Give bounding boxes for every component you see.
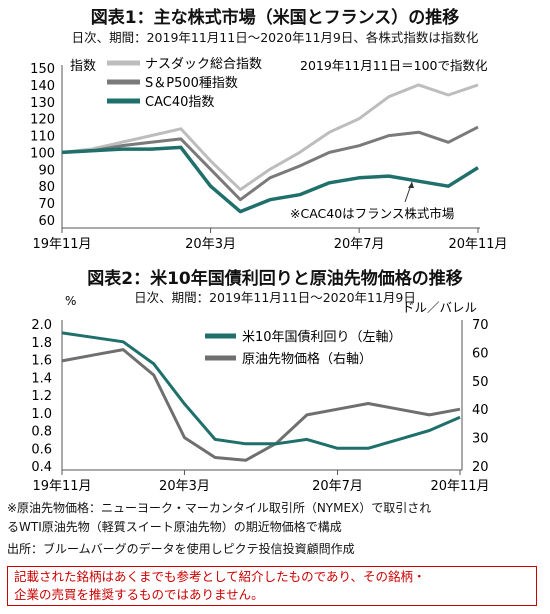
chart2-left-tick-label: 1.8 — [31, 336, 52, 351]
chart2-ylabel-right: ドル／バレル — [402, 300, 477, 315]
chart1-base-note: 2019年11月11日＝100で指数化 — [300, 58, 488, 73]
note-line-1: ※原油先物価格：ニューヨーク・マーカンタイル取引所（NYMEX）で取引され — [7, 501, 432, 515]
chart1-xtick-label: 20年7月 — [334, 237, 385, 252]
note-line-2: るWTI原油先物（軽質スイート原油先物）の期近物価格で構成 — [7, 520, 342, 534]
chart1-legend-label: ナスダック総合指数 — [145, 57, 262, 72]
chart1-ytick-label: 140 — [30, 79, 55, 94]
disclaimer-line-2: 企業の売買を推奨するものではありません。 — [14, 587, 264, 602]
chart2-subtitle: 日次、期間：2019年11月11日～2020年11月9日 — [134, 290, 416, 305]
chart2-title: 図表2：米10年国債利回りと原油先物価格の推移 — [87, 269, 463, 289]
chart2-left-tick-label: 1.0 — [31, 407, 52, 422]
chart1-legend-label: CAC40指数 — [145, 95, 214, 110]
chart2-left-tick-label: 1.6 — [31, 354, 52, 369]
chart1-ylabel: 指数 — [70, 59, 96, 74]
disclaimer-line-1: 記載された銘柄はあくまでも参考として紹介したものであり、その銘柄・ — [14, 569, 426, 584]
chart1-ytick-label: 120 — [30, 113, 55, 128]
chart2-xtick-label: 20年11月 — [430, 479, 489, 494]
chart1-ytick-label: 100 — [30, 146, 55, 161]
chart1-series-line-2 — [61, 125, 479, 202]
chart1-ytick-label: 80 — [38, 180, 55, 195]
chart2-ylabel-left: % — [65, 294, 76, 308]
chart1-series-line-3 — [61, 145, 479, 214]
chart2-xtick-label: 20年3月 — [159, 479, 210, 494]
disclaimer-box: 記載された銘柄はあくまでも参考として紹介したものであり、その銘柄・ 企業の売買を… — [7, 566, 537, 606]
chart1-ytick-label: 60 — [38, 214, 55, 229]
chart2-legend-label: 米10年国債利回り（左軸） — [242, 330, 402, 345]
chart2-right-tick-label: 70 — [472, 318, 489, 333]
chart2-left-tick-label: 1.2 — [31, 389, 52, 404]
chart1-ytick-label: 70 — [38, 197, 55, 212]
chart2-right-tick-label: 20 — [472, 460, 489, 475]
chart2-legend-label: 原油先物価格（右軸） — [242, 351, 372, 367]
chart1-series-line-1 — [61, 83, 479, 192]
chart2-left-tick-label: 2.0 — [31, 318, 52, 333]
chart1-ytick-label: 150 — [30, 62, 55, 77]
chart2-series-line-2 — [61, 348, 461, 462]
chart2-right-tick-label: 50 — [472, 375, 489, 390]
chart2-left-tick-label: 0.8 — [31, 425, 52, 440]
chart1-xtick-label: 19年11月 — [32, 237, 91, 252]
chart2-right-tick-label: 60 — [472, 346, 489, 361]
chart2-series-line-1 — [61, 331, 461, 450]
chart2-xtick-label: 20年7月 — [312, 479, 363, 494]
chart1-legend-label: S＆P500種指数 — [145, 75, 238, 91]
chart1-xtick-label: 20年11月 — [448, 237, 507, 252]
chart2-left-tick-label: 0.4 — [31, 460, 52, 475]
chart2-left-tick-label: 0.6 — [31, 442, 52, 457]
chart1-xtick-label: 20年3月 — [185, 237, 236, 252]
chart1-footnote-arrowhead — [408, 182, 414, 188]
chart1-subtitle: 日次、期間：2019年11月11日～2020年11月9日、各株式指数は指数化 — [71, 30, 479, 45]
chart1-ytick-label: 130 — [30, 96, 55, 111]
chart1-footnote: ※CAC40はフランス株式市場 — [290, 206, 454, 221]
chart1-ytick-label: 110 — [30, 130, 55, 145]
source-note: 出所：ブルームバーグのデータを使用しピクテ投信投資顧問作成 — [7, 542, 355, 556]
chart2-xtick-label: 19年11月 — [32, 479, 91, 494]
chart2-right-tick-label: 40 — [472, 403, 489, 418]
chart2-right-tick-label: 30 — [472, 432, 489, 447]
chart2-left-tick-label: 1.4 — [31, 371, 52, 386]
chart1-ytick-label: 90 — [38, 163, 55, 178]
chart1-title: 図表1：主な株式市場（米国とフランス）の推移 — [90, 8, 460, 28]
